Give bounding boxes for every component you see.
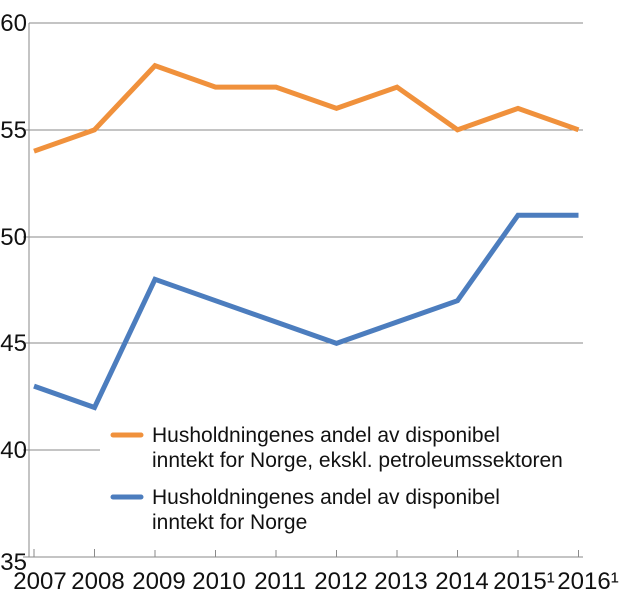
- x-axis-labels: 2007 2008 2009 2010 2011 2012 2013 2014 …: [13, 568, 618, 595]
- y-axis-labels: 60 55 50 45 40 35: [0, 10, 27, 576]
- legend-label-line: Husholdningenes andel av disponibel: [152, 424, 500, 447]
- legend-label-line: Husholdningenes andel av disponibel: [152, 486, 500, 509]
- legend-label-line: inntekt for Norge: [152, 511, 307, 534]
- series-line-norge: [33, 212, 579, 411]
- y-tick-label: 40: [0, 437, 27, 464]
- x-tick-label: 2014: [435, 568, 488, 595]
- x-ticks: [33, 549, 579, 557]
- legend: Husholdningenes andel av disponibel innt…: [100, 419, 620, 550]
- x-tick-label: 2013: [374, 568, 427, 595]
- y-tick-label: 60: [0, 10, 27, 37]
- y-tick-label: 55: [0, 117, 27, 144]
- x-tick-label: 2011: [254, 568, 306, 595]
- x-tick-label: 2015¹: [493, 568, 554, 595]
- x-tick-label: 2009: [132, 568, 185, 595]
- y-tick-label: 45: [0, 330, 27, 357]
- x-tick-label: 2016¹: [557, 568, 618, 595]
- x-tick-label: 2007: [13, 568, 66, 595]
- x-tick-label: 2012: [314, 568, 367, 595]
- legend-label-line: inntekt for Norge, ekskl. petroleumssekt…: [152, 449, 563, 472]
- x-tick-label: 2008: [71, 568, 124, 595]
- y-tick-label: 35: [0, 549, 27, 576]
- legend-background: [100, 419, 620, 550]
- x-tick-label: 2010: [192, 568, 245, 595]
- axes: [23, 23, 583, 558]
- y-tick-label: 50: [0, 224, 27, 251]
- series-line-ekskl-petroleum: [33, 62, 580, 154]
